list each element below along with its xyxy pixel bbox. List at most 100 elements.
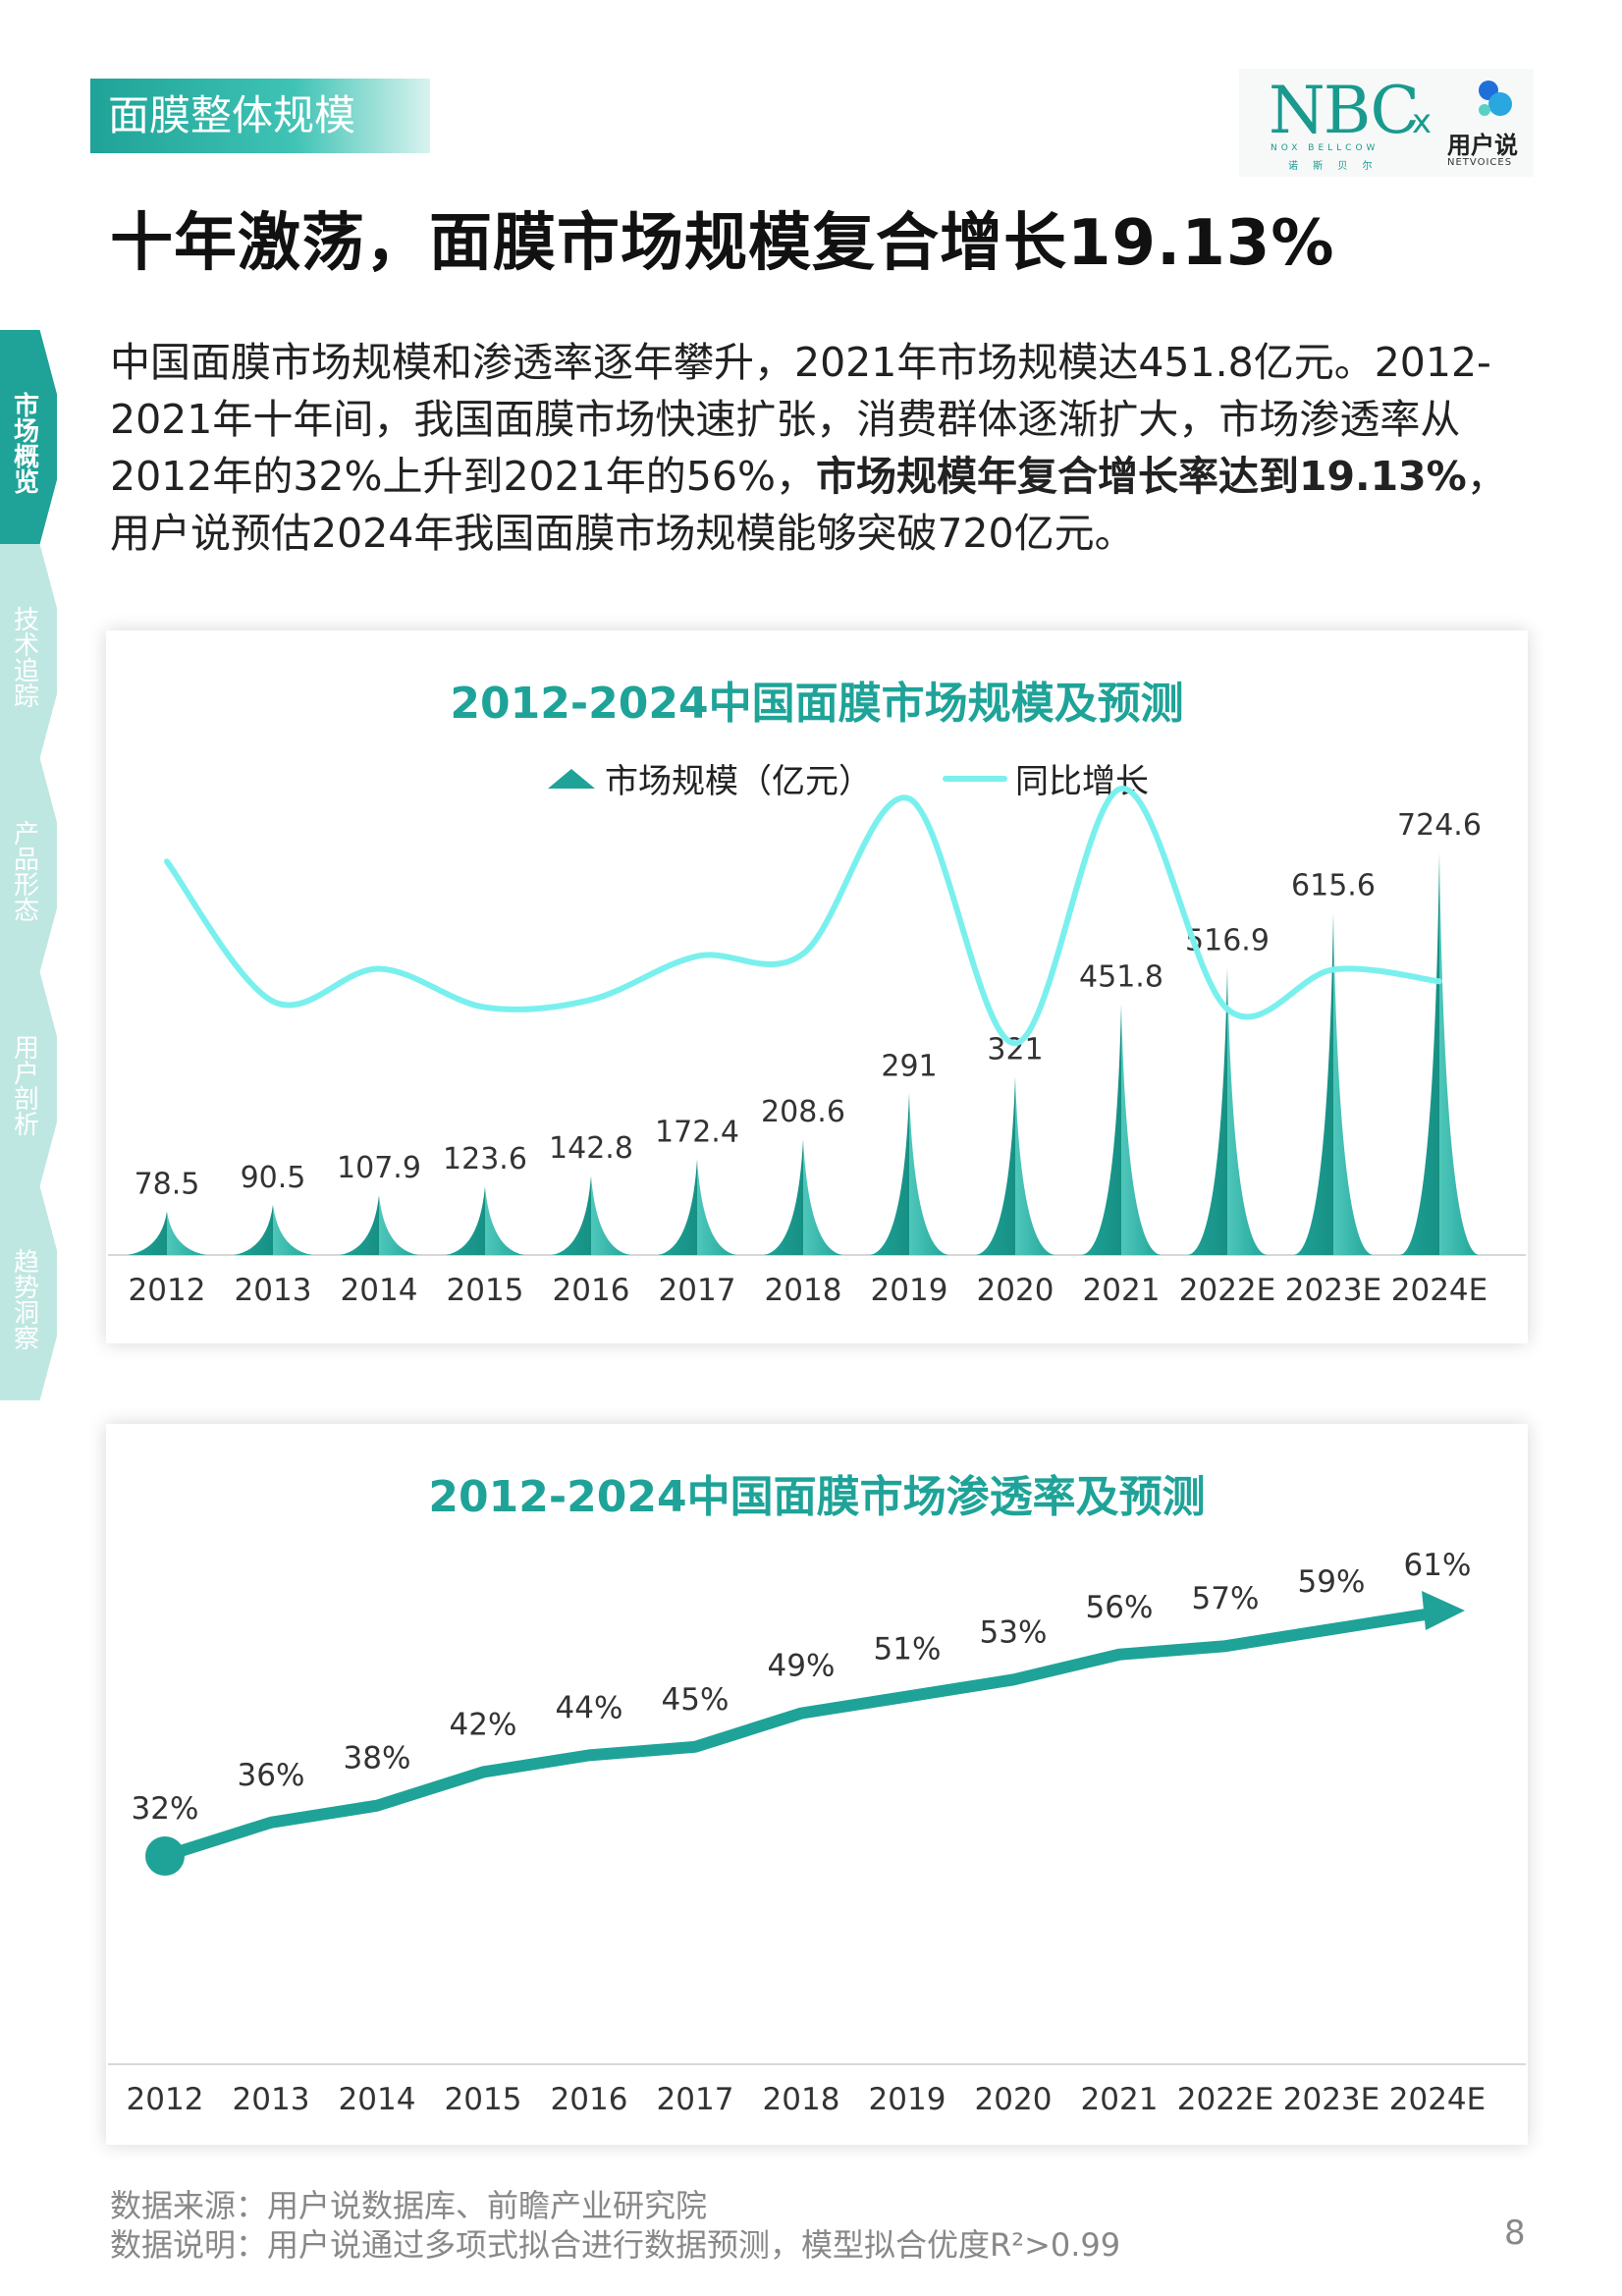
- bar-value-label: 142.8: [549, 1131, 633, 1166]
- intro-text-highlight: 市场规模年复合增长率达到19.13%: [815, 453, 1467, 500]
- netvoices-logo: 用户说: [1447, 132, 1518, 159]
- footer-notes: 数据来源：用户说数据库、前瞻产业研究院 数据说明：用户说通过多项式拟合进行数据预…: [110, 2186, 1120, 2265]
- side-nav-item-label: 技术追踪: [9, 606, 39, 708]
- logo-separator: x: [1412, 102, 1433, 141]
- data-source-note: 数据来源：用户说数据库、前瞻产业研究院: [110, 2187, 708, 2224]
- point-value-label: 51%: [874, 1632, 942, 1667]
- x-tick-label: 2018: [763, 2082, 840, 2117]
- bar-value-label: 107.9: [337, 1151, 421, 1185]
- bar-spike: [1188, 967, 1267, 1255]
- x-tick-label: 2016: [553, 1273, 630, 1308]
- bar-spike: [764, 1138, 842, 1255]
- bar-spike: [552, 1175, 630, 1255]
- legend-line-marker: [943, 775, 1007, 782]
- netvoices-mark-icon: [1479, 81, 1512, 116]
- bar-spike: [340, 1194, 418, 1255]
- point-value-label: 57%: [1192, 1581, 1260, 1616]
- nbc-logo-chinese: 诺 斯 贝 尔: [1288, 161, 1379, 172]
- point-value-label: 61%: [1404, 1548, 1472, 1583]
- x-tick-label: 2019: [871, 1273, 948, 1308]
- x-tick-label: 2021: [1083, 1273, 1161, 1308]
- x-tick-label: 2019: [869, 2082, 946, 2117]
- side-nav-tab-shape: [0, 1186, 57, 1400]
- penetration-chart-card: 2012-2024中国面膜市场渗透率及预测 32% 2012 36% 2013 38% 2…: [106, 1424, 1528, 2145]
- side-nav-tab-shape: [0, 544, 57, 758]
- side-nav-item-3[interactable]: 用户剖析: [0, 972, 57, 1186]
- x-tick-label: 2017: [659, 1273, 736, 1308]
- bar-value-label: 724.6: [1397, 808, 1482, 843]
- data-method-note: 数据说明：用户说通过多项式拟合进行数据预测，模型拟合优度R²>0.99: [110, 2226, 1121, 2264]
- bar-value-label: 321: [987, 1032, 1043, 1066]
- bar-spike: [1294, 912, 1373, 1255]
- x-tick-label: 2014: [341, 1273, 418, 1308]
- market-size-chart-title: 2012-2024中国面膜市场规模及预测: [450, 679, 1184, 729]
- nbc-logo: NBC: [1269, 73, 1420, 148]
- side-nav: 市场概览技术追踪产品形态用户剖析趋势洞察: [0, 330, 57, 1400]
- x-tick-label: 2024E: [1391, 1273, 1487, 1308]
- point-value-label: 56%: [1086, 1590, 1154, 1625]
- x-tick-label: 2018: [765, 1273, 842, 1308]
- x-tick-label: 2013: [235, 1273, 312, 1308]
- bar-value-label: 451.8: [1079, 959, 1163, 994]
- market-size-legend: 市场规模（亿元） 同比增长: [548, 754, 1149, 802]
- bar-spike: [234, 1204, 312, 1255]
- bar-value-label: 615.6: [1291, 869, 1376, 903]
- x-tick-label: 2014: [339, 2082, 416, 2117]
- side-nav-item-label: 产品形态: [9, 820, 39, 922]
- side-nav-item-0[interactable]: 市场概览: [0, 330, 57, 544]
- netvoices-logo-subtitle: NETVOICES: [1447, 157, 1513, 168]
- page-number: 8: [1504, 2214, 1526, 2253]
- x-tick-label: 2012: [129, 1273, 206, 1308]
- side-nav-tab-shape: [0, 758, 57, 972]
- legend-bar-marker: [548, 768, 595, 789]
- side-nav-tab-shape: [0, 972, 57, 1186]
- brand-logos: NBC NOX BELLCOW 诺 斯 贝 尔 x 用户说 NETVOICES: [1239, 69, 1534, 177]
- point-value-label: 38%: [344, 1741, 411, 1777]
- point-value-label: 49%: [768, 1649, 836, 1684]
- section-tag: 面膜整体规模: [90, 79, 430, 153]
- market-size-chart: 78.5 2012 90.5 2013 107.9 2014 123.6 2015 142.8 2…: [108, 786, 1526, 1308]
- nbc-logo-subtitle: NOX BELLCOW: [1271, 143, 1379, 153]
- x-tick-label: 2015: [447, 1273, 524, 1308]
- intro-text-part2: ，用户说预估2024年我国面膜市场规模能够突破720亿元。: [110, 453, 1507, 557]
- point-value-label: 36%: [238, 1758, 305, 1793]
- penetration-line: [159, 1607, 1443, 1862]
- growth-line: [164, 786, 1442, 1047]
- point-value-label: 42%: [450, 1707, 517, 1742]
- x-tick-label: 2022E: [1177, 2082, 1273, 2117]
- intro-text-part1: 中国面膜市场规模和渗透率逐年攀升，2021年市场规模达451.8亿元。2012-…: [110, 339, 1491, 500]
- bar-spike: [658, 1159, 736, 1255]
- line-start-dot: [145, 1836, 185, 1876]
- bar-value-label: 90.5: [241, 1161, 306, 1195]
- side-nav-item-1[interactable]: 技术追踪: [0, 544, 57, 758]
- x-tick-label: 2017: [657, 2082, 734, 2117]
- page-headline: 十年激荡，面膜市场规模复合增长19.13%: [110, 207, 1335, 280]
- x-tick-label: 2016: [551, 2082, 628, 2117]
- line-end-arrow: [1422, 1591, 1465, 1630]
- x-tick-label: 2015: [445, 2082, 522, 2117]
- bar-spike: [870, 1093, 948, 1255]
- side-nav-tab-shape: [0, 330, 57, 544]
- side-nav-item-2[interactable]: 产品形态: [0, 758, 57, 972]
- side-nav-item-4[interactable]: 趋势洞察: [0, 1186, 57, 1400]
- x-tick-label: 2022E: [1179, 1273, 1275, 1308]
- penetration-chart-title: 2012-2024中国面膜市场渗透率及预测: [428, 1472, 1206, 1522]
- bar-spike: [1082, 1004, 1161, 1255]
- point-value-label: 32%: [132, 1791, 199, 1827]
- x-tick-label: 2023E: [1285, 1273, 1381, 1308]
- penetration-chart: 32% 2012 36% 2013 38% 2014 42% 2015 44% 2016 45% 20…: [108, 1548, 1526, 2117]
- point-value-label: 59%: [1298, 1564, 1366, 1600]
- x-tick-label: 2012: [127, 2082, 204, 2117]
- bar-value-label: 208.6: [761, 1095, 845, 1129]
- x-tick-label: 2020: [977, 1273, 1054, 1308]
- bar-value-label: 123.6: [443, 1142, 527, 1176]
- x-tick-label: 2024E: [1389, 2082, 1486, 2117]
- x-tick-label: 2020: [975, 2082, 1053, 2117]
- bar-spike: [1400, 852, 1479, 1255]
- side-nav-item-label: 趋势洞察: [9, 1248, 39, 1350]
- bar-spike: [128, 1211, 206, 1255]
- point-value-label: 45%: [662, 1682, 730, 1718]
- bar-spike: [976, 1076, 1054, 1255]
- x-tick-label: 2013: [233, 2082, 310, 2117]
- point-value-label: 44%: [556, 1690, 623, 1725]
